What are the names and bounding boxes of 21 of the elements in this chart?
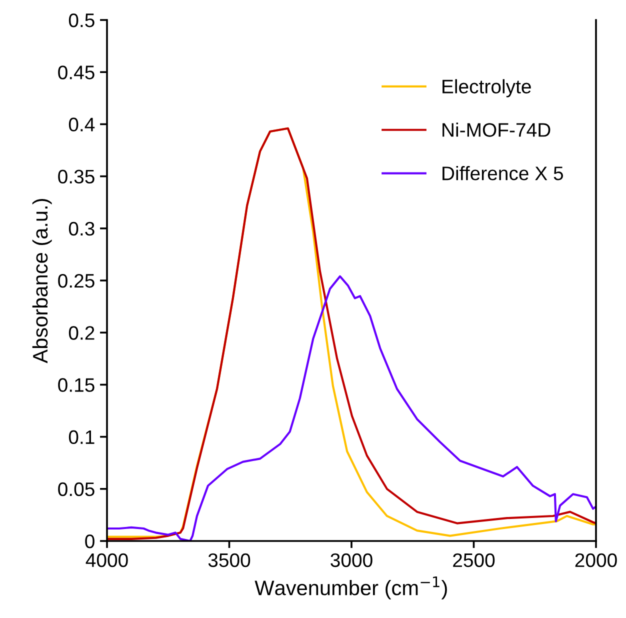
y-tick-label: 0.5	[68, 13, 94, 28]
y-axis-title: Absorbance (a.u.)	[32, 198, 52, 364]
y-tick-label: 0.05	[58, 482, 94, 496]
y-tick-label: 0.45	[58, 66, 94, 80]
y-tick-label: 0.3	[68, 222, 94, 236]
x-tick-label: 2500	[453, 553, 495, 568]
x-tick-label: 3000	[330, 553, 372, 568]
x-tick-label: 4000	[86, 553, 128, 568]
y-tick-label: 0.15	[58, 378, 94, 392]
y-tick-label: 0	[85, 534, 94, 548]
legend-label: Difference X 5	[442, 166, 564, 180]
y-tick-label: 0.2	[68, 326, 94, 340]
legend-label: Ni-MOF-74D	[442, 122, 550, 137]
x-tick-label: 2000	[575, 553, 617, 568]
x-tick-label: 3500	[208, 553, 250, 568]
y-tick-label: 0.25	[58, 274, 94, 288]
legend-label: Electrolyte	[442, 79, 531, 98]
y-tick-label: 0.1	[68, 430, 94, 444]
x-axis-title: Wavenumber (cm$^{−1}$)	[254, 576, 447, 600]
y-tick-label: 0.35	[58, 170, 94, 184]
y-tick-label: 0.4	[68, 118, 95, 132]
